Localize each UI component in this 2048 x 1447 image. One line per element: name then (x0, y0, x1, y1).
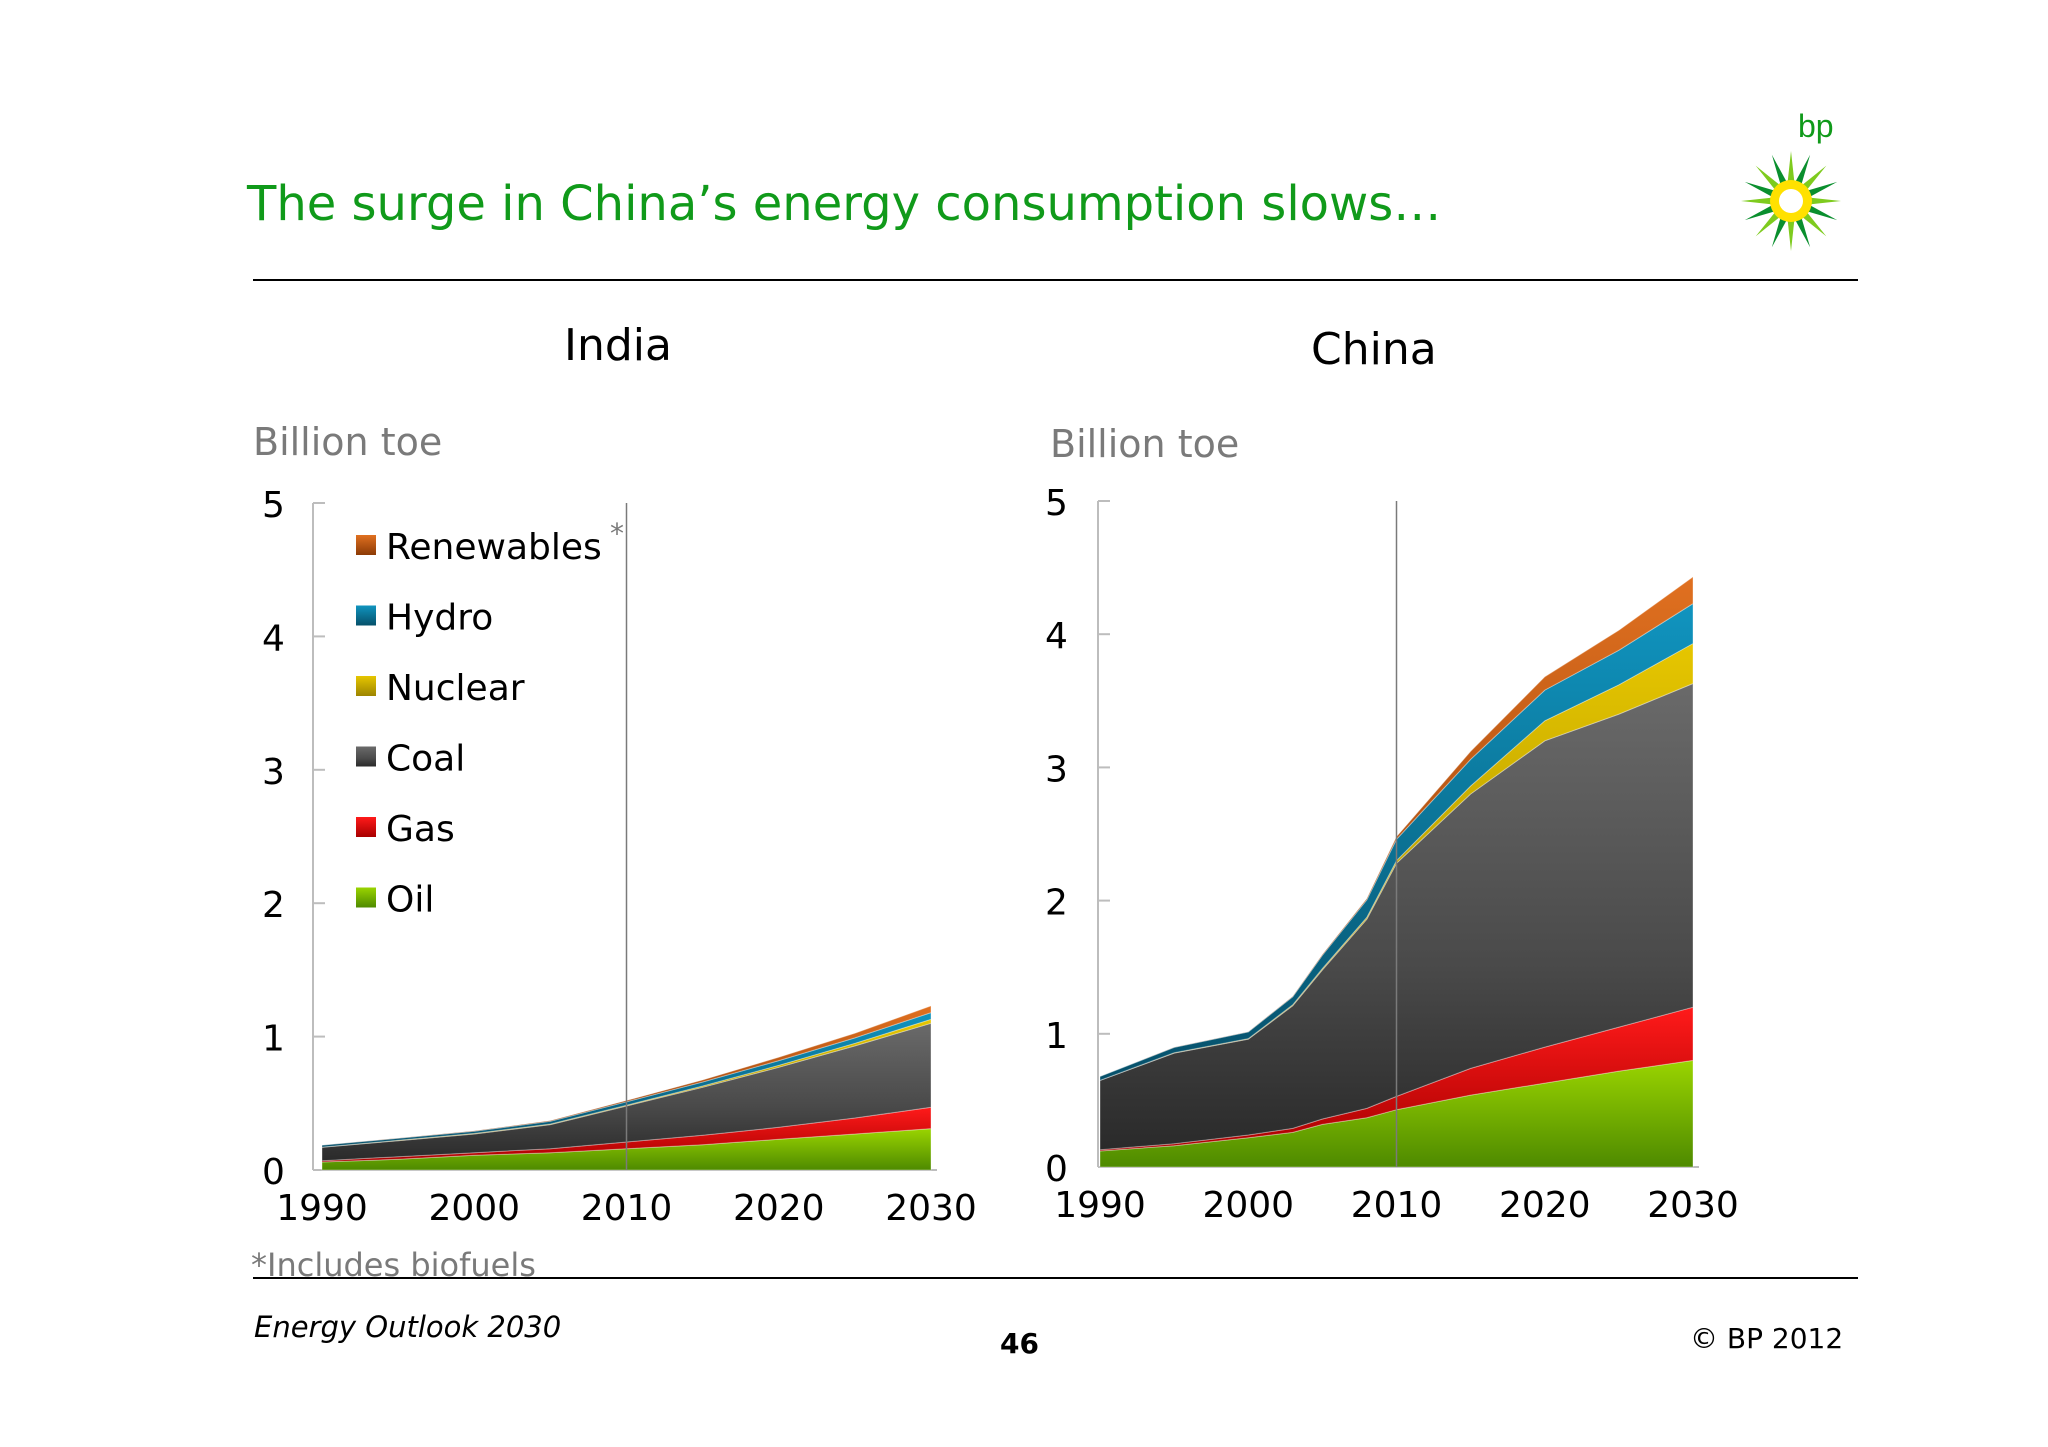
india-y-tick-label: 2 (262, 885, 285, 926)
china-y-tick-label: 0 (1045, 1149, 1068, 1190)
india-x-tick-label: 1990 (276, 1188, 368, 1229)
legend: Renewables * Hydro Nuclear Coal Gas Oil (356, 517, 624, 921)
legend-label-oil: Oil (386, 880, 434, 921)
legend-label-hydro: Hydro (386, 598, 493, 639)
china-x-tick-label: 2020 (1499, 1185, 1591, 1226)
india-chart-title: India (564, 320, 672, 371)
legend-swatch-gas (356, 817, 376, 837)
china-chart-title: China (1311, 324, 1437, 375)
legend-swatch-nuclear (356, 676, 376, 696)
slide-title: The surge in China’s energy consumption … (247, 176, 1442, 232)
page-number: 46 (1000, 1327, 1039, 1360)
bp-helios-logo-icon (1741, 151, 1841, 251)
china-y-tick-label: 5 (1045, 483, 1068, 524)
india-y-tick-label: 0 (262, 1152, 285, 1193)
legend-swatch-hydro (356, 605, 376, 626)
bp-logo-text: bp (1798, 108, 1834, 144)
india-area-renewables (321, 1005, 932, 1146)
china-y-tick-label: 1 (1045, 1016, 1068, 1057)
legend-swatch-renewables (356, 535, 376, 555)
india-unit-label: Billion toe (253, 420, 443, 464)
india-y-tick-label: 4 (262, 618, 285, 659)
india-x-tick-label: 2010 (581, 1188, 673, 1229)
bottom-rule (253, 1277, 1858, 1279)
india-y-tick-label: 1 (262, 1019, 285, 1060)
china-y-tick-label: 3 (1045, 749, 1068, 790)
legend-asterisk: * (610, 517, 624, 550)
legend-swatch-coal (356, 746, 376, 767)
china-area-renewables (1099, 575, 1694, 1077)
legend-label-renewables: Renewables (386, 527, 602, 568)
china-x-tick-label: 2010 (1351, 1185, 1443, 1226)
india-x-tick-label: 2030 (885, 1188, 977, 1229)
china-x-tick-label: 2000 (1202, 1185, 1294, 1226)
china-x-tick-label: 1990 (1054, 1185, 1146, 1226)
top-rule (253, 279, 1858, 281)
legend-label-coal: Coal (386, 739, 465, 780)
india-y-tick-label: 3 (262, 752, 285, 793)
india-y-tick-label: 5 (262, 485, 285, 526)
china-chart: 0 1 2 3 4 5 1990 2000 2010 2020 2030 (1045, 483, 1739, 1226)
legend-label-gas: Gas (386, 809, 455, 850)
china-x-tick-label: 2030 (1647, 1185, 1739, 1226)
india-x-tick-label: 2020 (733, 1188, 825, 1229)
india-x-tick-label: 2000 (428, 1188, 520, 1229)
footer-publication: Energy Outlook 2030 (254, 1310, 562, 1344)
legend-swatch-oil (356, 887, 376, 908)
legend-label-nuclear: Nuclear (386, 668, 525, 709)
china-unit-label: Billion toe (1050, 422, 1240, 466)
china-y-tick-label: 4 (1045, 616, 1068, 657)
copyright: © BP 2012 (1690, 1322, 1844, 1355)
china-y-tick-label: 2 (1045, 883, 1068, 924)
footnote: *Includes biofuels (251, 1246, 536, 1284)
india-chart: 0 1 2 3 4 5 1990 2000 2010 2020 2030 (262, 485, 977, 1229)
